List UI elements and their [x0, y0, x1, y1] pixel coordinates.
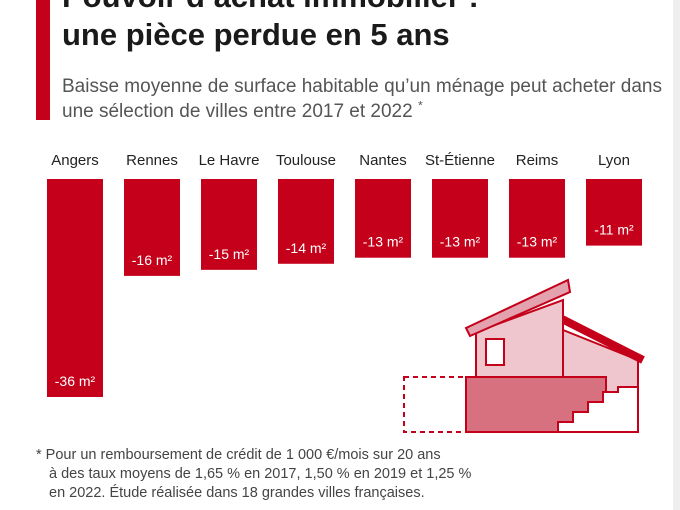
- bar: [509, 179, 565, 258]
- footnote: * Pour un remboursement de crédit de 1 0…: [36, 446, 646, 503]
- category-label: Rennes: [126, 152, 178, 169]
- bar: [586, 179, 642, 246]
- chart-subtitle-text: Baisse moyenne de surface habitable qu’u…: [62, 76, 662, 122]
- house-right-roof: [556, 313, 645, 364]
- chart-subtitle: Baisse moyenne de surface habitable qu’u…: [62, 74, 662, 124]
- bar: [201, 179, 257, 270]
- category-label: Angers: [51, 152, 99, 169]
- data-label: -36 m²: [55, 373, 96, 389]
- page-edge: [673, 0, 680, 510]
- house-icon: [403, 278, 645, 433]
- category-label: Reims: [516, 152, 559, 169]
- bar: [124, 179, 180, 276]
- footnote-line-3: en 2022. Étude réalisée dans 18 grandes …: [49, 485, 425, 501]
- footnote-line-1: * Pour un remboursement de crédit de 1 0…: [36, 447, 441, 463]
- data-label: -13 m²: [363, 234, 404, 250]
- category-label: Toulouse: [276, 152, 336, 169]
- footnote-marker: *: [417, 98, 423, 113]
- data-label: -13 m²: [440, 234, 481, 250]
- category-label: St-Étienne: [425, 152, 495, 169]
- bar: [355, 179, 411, 258]
- data-label: -13 m²: [517, 234, 558, 250]
- chart-title: Pouvoir d’achat immobilier : une pièce p…: [62, 0, 672, 54]
- bar: [278, 179, 334, 264]
- accent-bar: [36, 0, 50, 120]
- bar: [432, 179, 488, 258]
- data-label: -16 m²: [132, 252, 173, 268]
- bar-chart: Angers -36 m² Rennes -16 m² Le Havre -15 m² To…: [47, 152, 642, 397]
- house-main-roof: [464, 278, 572, 338]
- bar: [47, 179, 103, 397]
- house-stairs: [557, 386, 639, 433]
- house-window: [485, 338, 505, 366]
- data-label: -14 m²: [286, 240, 327, 256]
- chart-title-line-2: une pièce perdue en 5 ans: [62, 17, 450, 52]
- category-label: Lyon: [598, 152, 630, 169]
- category-label: Nantes: [359, 152, 407, 169]
- chart-title-line-1: Pouvoir d’achat immobilier :: [62, 0, 672, 16]
- data-label: -11 m²: [594, 222, 634, 238]
- footnote-line-2: à des taux moyens de 1,65 % en 2017, 1,5…: [49, 466, 472, 482]
- data-label: -15 m²: [209, 246, 250, 262]
- category-label: Le Havre: [199, 152, 260, 169]
